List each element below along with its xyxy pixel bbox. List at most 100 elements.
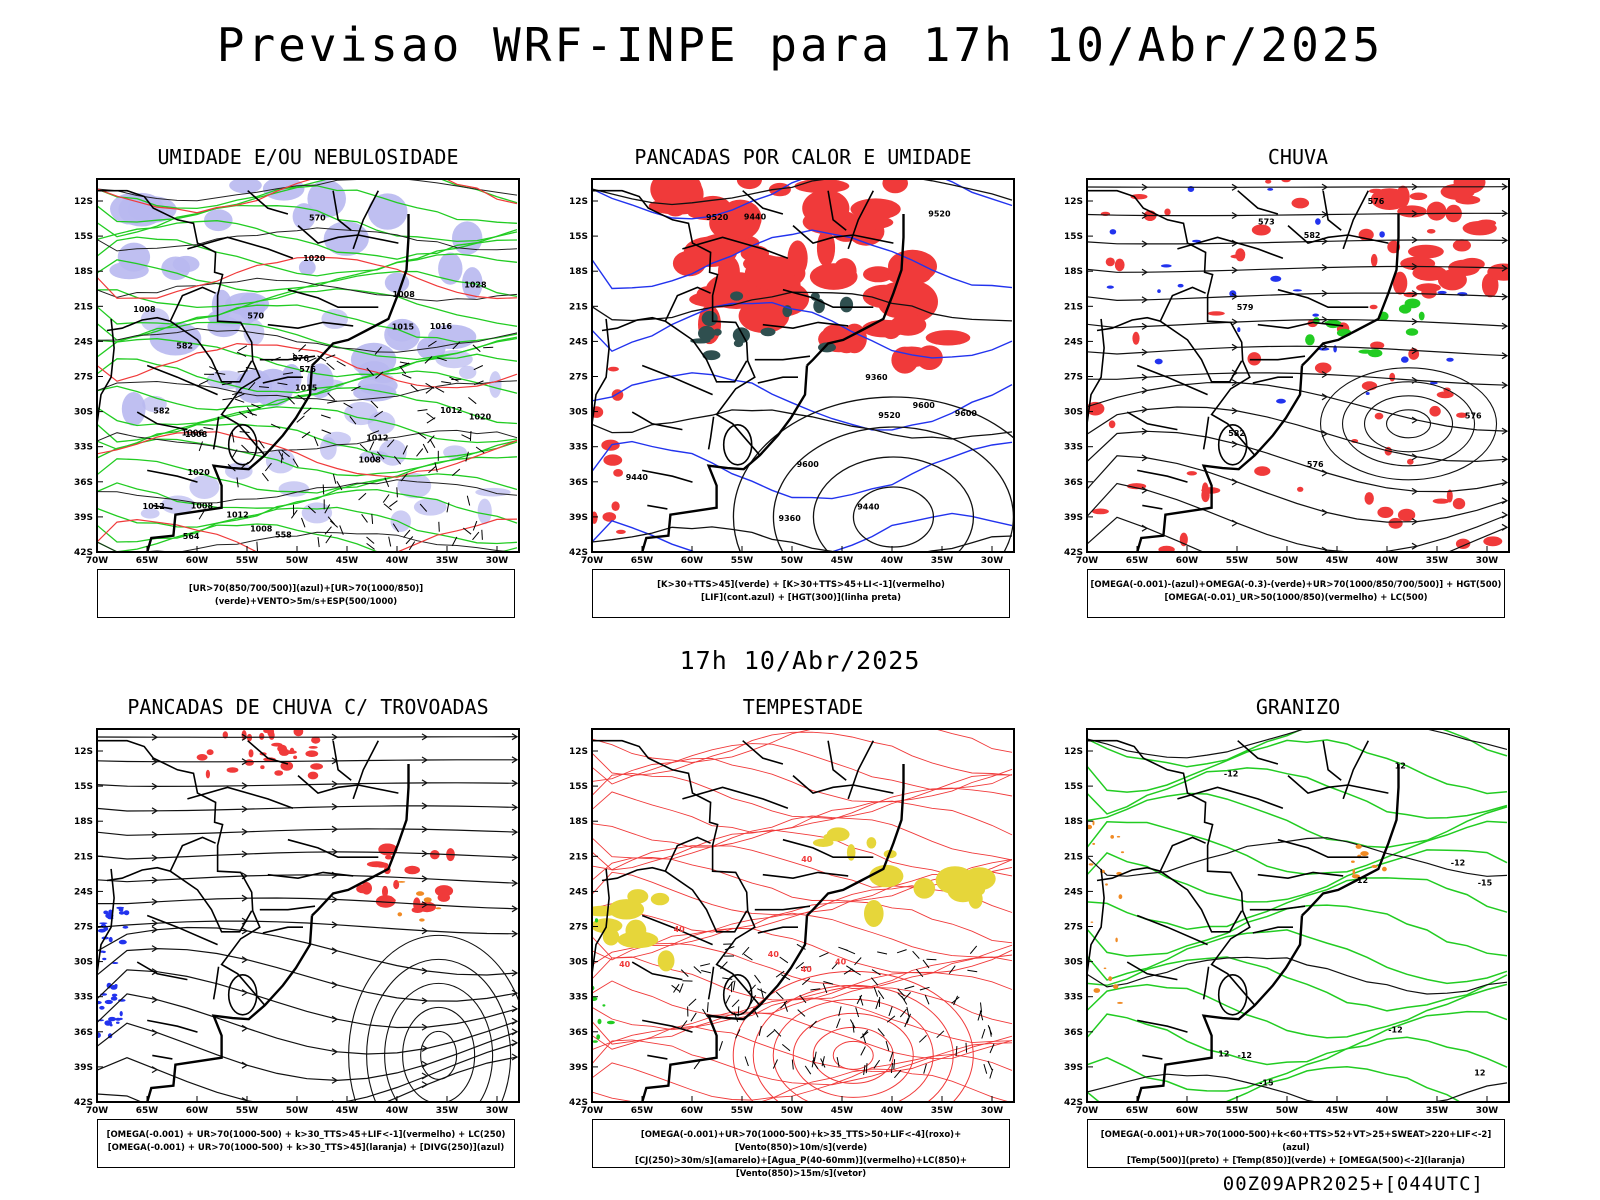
lat-label: 12S xyxy=(74,747,93,757)
border-line xyxy=(352,190,380,250)
wind-vector xyxy=(781,1044,791,1052)
border-line xyxy=(754,355,811,361)
lat-label: 33S xyxy=(569,993,588,1003)
contour-label: 573 xyxy=(1258,218,1275,227)
yellow-jet-area xyxy=(963,867,996,891)
wind-vector xyxy=(702,1008,709,1018)
isobar-line xyxy=(97,327,518,353)
contour-label: 1012 xyxy=(440,406,462,415)
teal-shaded-area xyxy=(701,310,718,327)
orange-omega-area xyxy=(1093,988,1101,993)
lon-label: 70W xyxy=(1076,1106,1099,1116)
streamline-arrow xyxy=(421,779,429,787)
wind-vector xyxy=(399,362,410,368)
green-contour xyxy=(97,204,518,243)
streamline-arrow xyxy=(1141,427,1149,435)
red-contour xyxy=(832,1040,874,1070)
wind-vector xyxy=(416,448,424,457)
wind-vector xyxy=(343,402,353,409)
blue-rain-area xyxy=(1192,239,1201,243)
lon-label: 30W xyxy=(1476,1106,1499,1116)
green-temp-contour xyxy=(1087,820,1508,876)
map-panel-5: 40 40 40 40 40 40 12S 15S 18S 21S 24S 27S 30S 33S 36S 3… xyxy=(569,728,1015,1116)
contour-label: -15 xyxy=(1259,1078,1274,1087)
border-line xyxy=(592,739,761,1006)
red-rain-area xyxy=(1186,471,1197,476)
streamline-arrow xyxy=(1412,562,1417,568)
streamline-arrow xyxy=(151,968,159,976)
wind-vector xyxy=(417,409,428,412)
panel-title: UMIDADE E/OU NEBULOSIDADE xyxy=(157,145,459,169)
contour-label: 40 xyxy=(801,855,813,864)
border-line xyxy=(1096,286,1206,332)
wind-vector xyxy=(851,969,861,976)
lon-label: 45W xyxy=(1326,556,1349,566)
wind-vector xyxy=(313,436,319,447)
green-contour xyxy=(97,387,518,427)
border-line xyxy=(682,236,789,260)
wind-vector xyxy=(735,1029,741,1039)
wind-vector xyxy=(326,362,335,370)
red-storm-area xyxy=(260,765,265,770)
red-rain-area xyxy=(1397,205,1427,218)
lat-label: 36S xyxy=(1064,1028,1083,1038)
red-rain-area xyxy=(1127,483,1147,490)
border-line xyxy=(1142,1054,1163,1060)
map-background xyxy=(1087,729,1509,1102)
border-line xyxy=(1087,318,1105,430)
lon-label: 60W xyxy=(681,1106,704,1116)
blue-rain-area xyxy=(1315,218,1321,225)
yellow-jet-area xyxy=(657,950,675,972)
streamline-arrow xyxy=(511,733,519,741)
lat-label: 30S xyxy=(1064,408,1083,418)
humidity-area xyxy=(280,371,299,390)
contour-label: 576 xyxy=(299,365,316,374)
wind-vector xyxy=(899,1008,907,1018)
contour-label: 1006 xyxy=(182,428,205,437)
lon-label: 35W xyxy=(931,1106,954,1116)
contour-label: 1015 xyxy=(295,383,318,392)
red-rain-area xyxy=(1370,341,1385,350)
hgt500-line xyxy=(1319,367,1498,481)
red-storm-area xyxy=(289,747,295,753)
blue-divg-area xyxy=(109,1023,113,1027)
streamline-arrow xyxy=(1141,524,1149,532)
red-storm-area xyxy=(267,729,275,737)
green-temp-contour xyxy=(1087,929,1508,985)
contour-label: 1012 xyxy=(226,511,248,520)
contour-label: 12 xyxy=(1218,1049,1229,1058)
streamline-arrow xyxy=(421,756,429,764)
wind-vector xyxy=(873,1059,881,1069)
red-shaded-area xyxy=(882,179,908,194)
lat-label: 30S xyxy=(569,408,588,418)
green-contour xyxy=(97,523,518,552)
legend-line: [OMEGA(-0.001)+UR>70(1000-500)+k>35_TTS>… xyxy=(640,1130,962,1153)
wind-vector xyxy=(401,373,412,379)
wind-vector xyxy=(706,1002,709,1013)
wind-vector xyxy=(366,542,375,550)
streamline-arrow xyxy=(1411,318,1419,326)
streamline-arrow xyxy=(1141,348,1149,356)
streamline-arrow xyxy=(1321,393,1329,401)
border-line xyxy=(1322,740,1342,781)
border-line xyxy=(631,961,683,981)
red-rain-area xyxy=(1392,271,1408,295)
legend-line: [Temp(500)](preto) + [Temp(850)](verde) … xyxy=(1126,1156,1466,1166)
contour-label: 9440 xyxy=(626,473,649,482)
streamline-arrow xyxy=(241,805,249,813)
streamline-arrow xyxy=(331,803,339,811)
legend-box: [UR>70(850/700/500)](azul)+[UR>70(1000/8… xyxy=(97,569,515,618)
border-line xyxy=(259,355,316,361)
coastline xyxy=(806,214,905,367)
lon-label: 70W xyxy=(86,556,109,566)
contour-label: 9440 xyxy=(744,213,767,222)
coastline xyxy=(311,214,410,367)
lon-label: 50W xyxy=(781,556,804,566)
wind-vector xyxy=(256,541,258,552)
lif-contour xyxy=(592,229,1013,290)
streamline-arrow xyxy=(241,956,249,964)
humidity-area xyxy=(118,192,165,227)
orange-omega-area xyxy=(1117,1001,1123,1004)
teal-shaded-area xyxy=(713,328,722,336)
red-rain-area xyxy=(1291,197,1310,209)
